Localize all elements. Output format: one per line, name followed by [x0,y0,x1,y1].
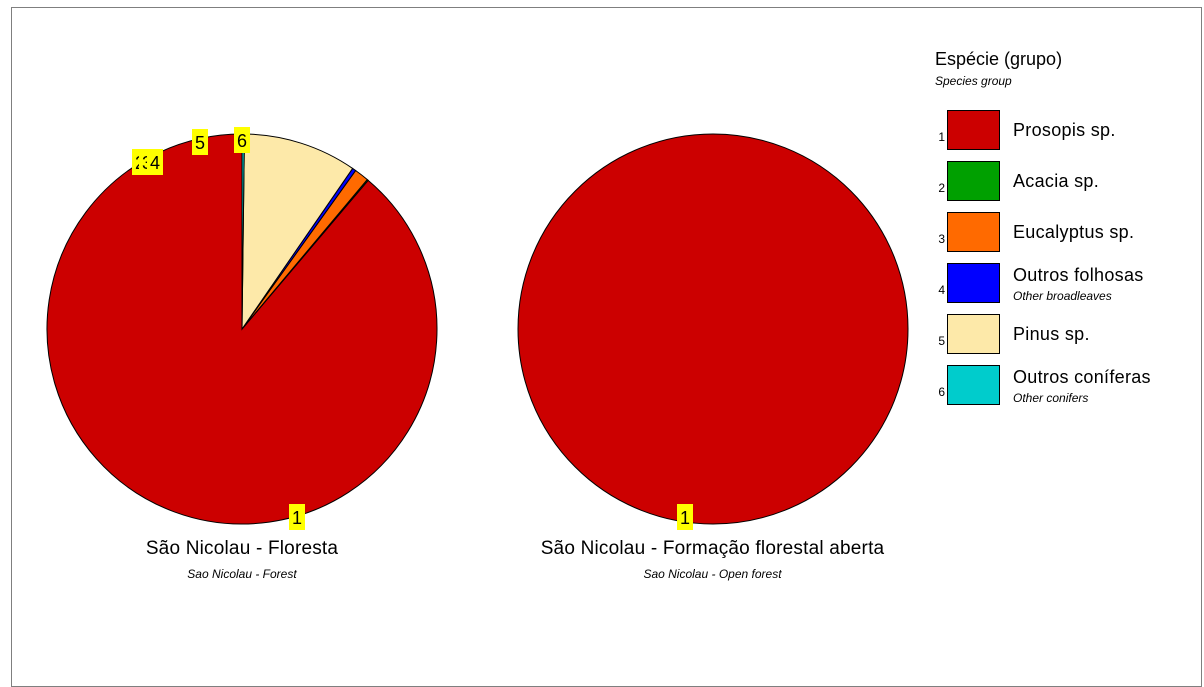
legend-swatch-pinus [947,314,1000,354]
data-label-text: 1 [292,508,302,528]
legend-swatch-outros-folhosas [947,263,1000,303]
legend-number: 5 [938,334,945,348]
data-label-1: 1 [289,504,305,530]
legend-number: 3 [938,232,945,246]
legend-label: Prosopis sp. [1013,120,1116,140]
data-label-box [234,127,250,153]
data-label-box [677,504,693,530]
legend-number: 2 [938,181,945,195]
legend: Espécie (grupo) Species group 1 Prosopis… [935,49,1195,405]
legend-number: 6 [938,385,945,399]
legend-label: Outros folhosas [1013,265,1144,285]
legend-swatch-eucalyptus [947,212,1000,252]
legend-label: Acacia sp. [1013,171,1100,191]
legend-item-outros-folhosas: 4 Outros folhosas Other broadleaves [935,263,1195,303]
pie-subtitle-forest: Sao Nicolau - Forest [187,567,297,581]
pie-forest: 123456 [46,127,438,530]
data-label-text: 6 [237,131,247,151]
pie-title-open-forest: São Nicolau - Formação florestal aberta [540,538,885,559]
data-label-box [192,129,208,155]
legend-item-pinus: 5 Pinus sp. [935,314,1195,354]
data-label-text: 1 [680,508,690,528]
pie-subtitle-open-forest: Sao Nicolau - Open forest [643,567,782,581]
data-label-5: 5 [192,129,208,155]
legend-item-outros-coniferas: 6 Outros coníferas Other conifers [935,365,1195,405]
pie-open-forest: 1 [517,133,909,530]
legend-sublabel: Other broadleaves [1013,289,1112,303]
legend-number: 4 [938,283,945,297]
pie-title-forest: São Nicolau - Floresta [145,538,339,559]
legend-label: Pinus sp. [1013,324,1090,344]
data-label-text: 5 [195,133,205,153]
legend-label: Eucalyptus sp. [1013,222,1135,242]
legend-number: 1 [938,130,945,144]
legend-swatch-acacia [947,161,1000,201]
legend-subtitle: Species group [935,74,1012,88]
legend-item-eucalyptus: 3 Eucalyptus sp. [935,212,1195,252]
data-label-text: 4 [150,153,160,173]
pie-slice-prosopis-sp [517,133,909,525]
legend-item-prosopis: 1 Prosopis sp. [935,110,1195,150]
data-label-1: 1 [677,504,693,530]
data-label-box [147,149,163,175]
data-label-box [289,504,305,530]
legend-title: Espécie (grupo) [935,49,1063,69]
legend-label: Outros coníferas [1013,367,1151,387]
legend-sublabel: Other conifers [1013,391,1089,405]
data-label-4: 4 [147,149,163,175]
data-label-6: 6 [234,127,250,153]
legend-swatch-outros-coniferas [947,365,1000,405]
legend-swatch-prosopis [947,110,1000,150]
legend-item-acacia: 2 Acacia sp. [935,161,1195,201]
